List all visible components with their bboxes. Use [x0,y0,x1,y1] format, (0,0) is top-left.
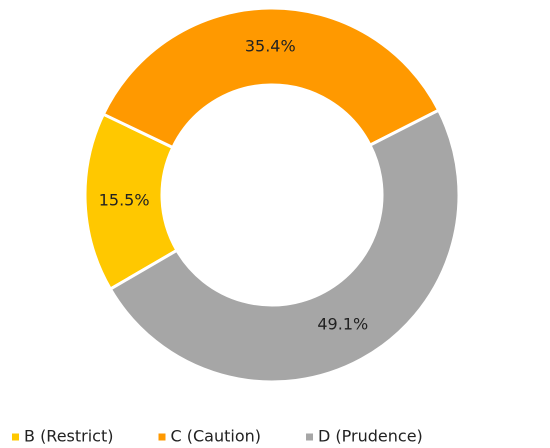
legend-label: B (Restrict) [24,427,114,446]
legend-swatch [158,433,166,441]
data-label: 35.4% [245,37,296,56]
legend-label: D (Prudence) [318,427,423,446]
legend-label: C (Caution) [171,427,262,446]
legend-swatch [12,433,19,441]
data-label: 49.1% [317,314,368,333]
donut-slice [101,6,441,150]
data-label: 15.5% [99,190,150,209]
donut-slice [108,108,461,384]
legend-swatch [306,433,314,441]
